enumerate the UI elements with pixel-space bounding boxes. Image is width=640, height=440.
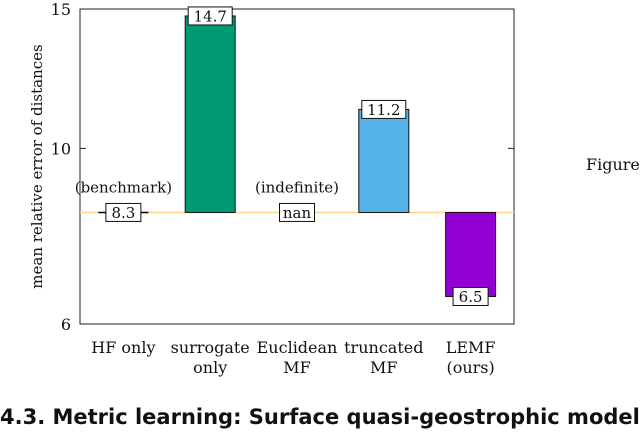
x-category-label: LEMF — [446, 338, 496, 357]
value-label-box — [279, 202, 315, 222]
y-tick-label: 10 — [51, 139, 71, 158]
section-heading: 4.3. Metric learning: Surface quasi-geos… — [0, 405, 640, 429]
x-category-label: only — [193, 358, 227, 377]
y-tick-label: 6 — [61, 315, 71, 334]
x-category-label: HF only — [91, 338, 155, 357]
value-label: 11.2 — [367, 101, 400, 119]
bar-annotation: (benchmark) — [75, 178, 172, 196]
value-label-group: nan — [279, 202, 315, 222]
side-note-text: Figure — [586, 155, 640, 174]
value-label-group: 11.2 — [361, 99, 407, 119]
value-label: 6.5 — [459, 288, 483, 306]
x-category-label: MF — [370, 358, 397, 377]
x-category-label: (ours) — [446, 358, 494, 377]
value-label-group: 8.3 — [105, 202, 142, 222]
value-label-box — [452, 286, 489, 306]
value-label-group: 6.5 — [452, 286, 489, 306]
value-label-box — [105, 202, 142, 222]
x-category-label: truncated — [344, 338, 423, 357]
value-label: 14.7 — [193, 7, 226, 25]
bar-chart: 6 10 15 mean relative error of distances 8.3… — [28, 0, 640, 377]
value-label: nan — [283, 204, 312, 222]
value-label: 8.3 — [111, 204, 135, 222]
bar — [184, 15, 236, 213]
y-tick-label: 15 — [51, 0, 71, 19]
x-category-label: Euclidean — [257, 338, 338, 357]
value-label-box — [361, 99, 407, 119]
bar — [358, 108, 410, 213]
value-label-box — [187, 6, 233, 26]
value-label-group: 14.7 — [187, 6, 233, 26]
bar — [445, 211, 497, 297]
plot-frame — [79, 8, 515, 325]
x-category-label: surrogate — [171, 338, 250, 357]
x-category-label: MF — [283, 358, 310, 377]
bar-annotation: (indefinite) — [255, 178, 339, 196]
y-axis-label: mean relative error of distances — [28, 44, 46, 288]
